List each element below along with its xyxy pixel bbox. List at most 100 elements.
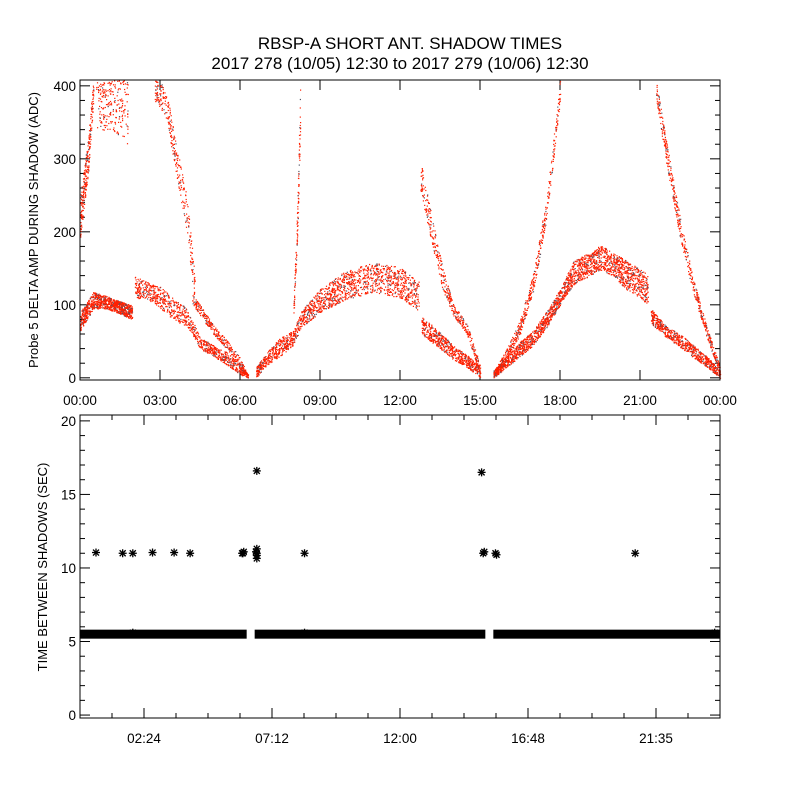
data-point xyxy=(207,325,209,327)
data-point xyxy=(370,270,372,272)
data-point xyxy=(111,302,113,304)
data-point xyxy=(302,316,304,318)
data-point xyxy=(126,314,128,316)
data-point xyxy=(404,275,407,277)
data-point xyxy=(282,345,284,347)
data-point xyxy=(340,294,342,296)
data-point xyxy=(164,295,166,297)
data-point xyxy=(193,293,195,295)
data-point xyxy=(211,345,213,347)
data-point xyxy=(262,363,264,365)
data-point xyxy=(417,285,419,287)
point-cloud xyxy=(192,295,248,378)
data-point xyxy=(271,361,273,363)
data-point xyxy=(231,362,233,364)
data-point xyxy=(211,324,213,326)
data-point xyxy=(221,338,223,340)
data-point xyxy=(468,364,470,366)
data-point xyxy=(86,305,88,307)
data-point xyxy=(155,101,157,103)
data-point xyxy=(311,310,313,312)
data-point xyxy=(369,285,372,287)
data-point xyxy=(118,301,120,303)
data-point xyxy=(328,304,330,306)
data-point xyxy=(215,356,217,358)
data-point xyxy=(325,299,327,301)
data-point xyxy=(94,294,96,296)
data-point xyxy=(357,289,359,291)
data-point xyxy=(192,332,194,334)
data-point xyxy=(129,309,131,311)
data-point xyxy=(176,177,178,179)
data-point xyxy=(86,306,88,308)
data-point xyxy=(337,277,339,279)
data-point xyxy=(99,98,102,100)
data-point xyxy=(155,296,157,298)
data-point xyxy=(257,375,259,377)
data-point xyxy=(127,306,129,309)
data-point xyxy=(344,294,346,296)
data-point xyxy=(307,308,309,311)
data-point xyxy=(316,310,318,312)
data-point xyxy=(140,289,142,291)
data-point xyxy=(260,366,262,368)
data-point xyxy=(91,105,93,108)
data-point xyxy=(125,315,127,317)
data-point xyxy=(375,269,378,271)
data-point xyxy=(84,317,86,320)
data-point xyxy=(164,295,166,297)
data-point xyxy=(173,312,175,314)
data-point xyxy=(193,326,195,328)
data-point xyxy=(192,260,194,263)
data-point xyxy=(365,283,367,285)
data-point xyxy=(397,283,399,285)
data-point xyxy=(259,366,261,368)
data-point xyxy=(201,346,203,348)
data-point xyxy=(381,265,383,267)
data-point xyxy=(294,283,296,285)
data-point xyxy=(160,99,162,101)
data-point xyxy=(410,284,412,286)
data-point xyxy=(473,366,475,368)
data-point xyxy=(233,360,235,362)
data-point xyxy=(228,362,230,364)
data-point xyxy=(180,312,182,314)
data-point xyxy=(167,105,169,107)
data-point xyxy=(300,122,302,124)
data-point xyxy=(125,304,127,307)
data-point xyxy=(123,305,125,307)
data-point xyxy=(309,309,311,311)
data-point xyxy=(346,282,348,284)
data-point xyxy=(202,309,204,311)
data-point xyxy=(137,288,139,290)
data-point xyxy=(171,143,173,145)
data-point xyxy=(92,296,94,298)
data-point xyxy=(200,339,202,341)
data-point xyxy=(112,307,114,309)
data-point xyxy=(293,333,295,335)
data-point xyxy=(446,343,448,345)
data-point xyxy=(170,316,172,318)
data-point xyxy=(282,343,284,345)
data-point xyxy=(206,343,209,345)
data-point xyxy=(190,244,192,246)
data-point xyxy=(321,288,323,290)
data-point xyxy=(365,285,367,288)
data-point xyxy=(180,168,182,170)
data-point xyxy=(138,280,140,282)
data-point xyxy=(192,323,194,325)
data-point xyxy=(122,135,124,137)
data-point xyxy=(290,339,292,341)
data-point xyxy=(330,282,332,284)
data-point xyxy=(327,294,329,296)
data-point xyxy=(346,278,348,280)
data-point xyxy=(115,109,117,111)
data-point xyxy=(160,289,162,291)
data-point xyxy=(129,311,131,314)
data-point xyxy=(91,305,93,307)
data-point xyxy=(352,272,354,274)
data-point xyxy=(364,281,366,283)
data-point xyxy=(104,303,106,305)
data-point xyxy=(207,350,209,352)
data-point xyxy=(315,298,317,300)
